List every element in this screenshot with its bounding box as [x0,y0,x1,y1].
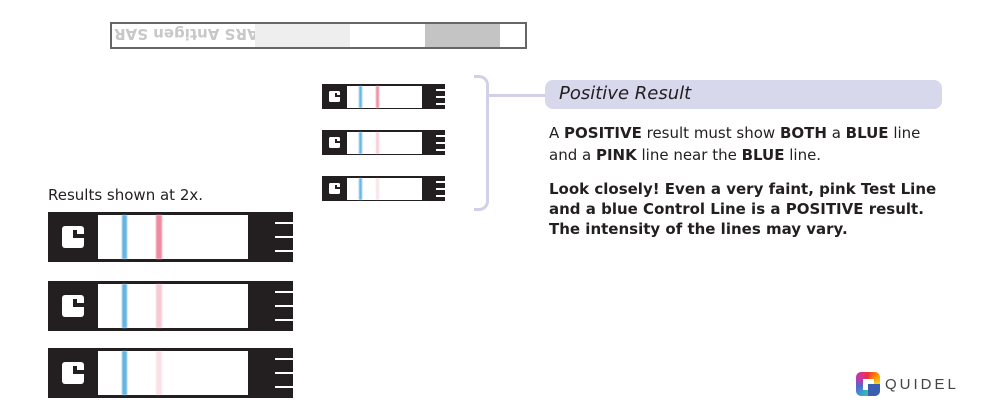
quidel-logo-mark [856,372,880,396]
control-line [359,131,362,154]
text: A [549,124,565,142]
strip-tick [275,236,293,238]
control-line [122,351,127,395]
positive-instruction: A POSITIVE result must show BOTH a BLUE … [549,122,949,166]
control-line [122,284,127,328]
test-strip [48,281,293,331]
test-strip [48,348,293,398]
strip-logo-icon [329,137,340,148]
strip-tick [275,305,293,307]
strip-logo-icon [62,295,84,317]
look-closely-note: Look closely! Even a very faint, pink Te… [549,180,937,238]
strip-tick [435,195,445,197]
test-line [376,131,379,154]
result-window [98,351,248,395]
text: line near the [636,146,742,164]
test-line [156,351,162,395]
test-strip [48,212,293,262]
result-window [347,85,422,108]
strip-code [255,24,350,47]
scale-caption: Results shown at 2x. [48,186,204,204]
strip-logo-icon [62,226,84,248]
strip-tick [435,142,445,144]
emphasis: BLUE [845,124,889,142]
result-window [347,131,422,154]
section-header: Positive Result [545,80,942,109]
control-line [359,85,362,108]
emphasis: BOTH [779,124,827,142]
bracket-connector [489,94,545,97]
quidel-logo: QUIDEL [856,372,959,396]
test-line [376,177,379,200]
test-line [156,284,162,328]
strip-tick [435,181,445,183]
strip-tick [275,291,293,293]
result-window [98,215,248,259]
strip-tick [275,386,293,388]
strip-tick [435,149,445,151]
strip-tick [275,319,293,321]
test-strip-image-top: igen SARS Antigen SAR [110,22,527,49]
strip-tick [435,96,445,98]
test-strip [322,176,445,201]
text: result must show [641,124,780,142]
test-line [376,85,379,108]
bracket [474,75,489,211]
test-strip [322,84,445,109]
strip-logo-icon [329,91,340,102]
test-strip [322,130,445,155]
control-line [122,215,127,259]
strip-tick [275,372,293,374]
brand-name: QUIDEL [885,375,959,393]
strip-logo-icon [329,183,340,194]
text: a [826,124,846,142]
result-window [347,177,422,200]
emphasis: BLUE [741,146,785,164]
result-window [98,284,248,328]
control-line [359,177,362,200]
strip-logo-icon [62,362,84,384]
emphasis: PINK [595,146,637,164]
strip-arrow [425,24,500,47]
strip-tick [275,250,293,252]
strip-tick [275,358,293,360]
text: line and a [549,124,921,164]
strip-tick [275,222,293,224]
test-line [156,215,162,259]
strip-tick [435,103,445,105]
emphasis: POSITIVE [564,124,642,142]
strip-tick [435,188,445,190]
section-title: Positive Result [559,83,692,104]
text: line. [784,146,822,164]
strip-tick [435,89,445,91]
strip-tick [435,135,445,137]
